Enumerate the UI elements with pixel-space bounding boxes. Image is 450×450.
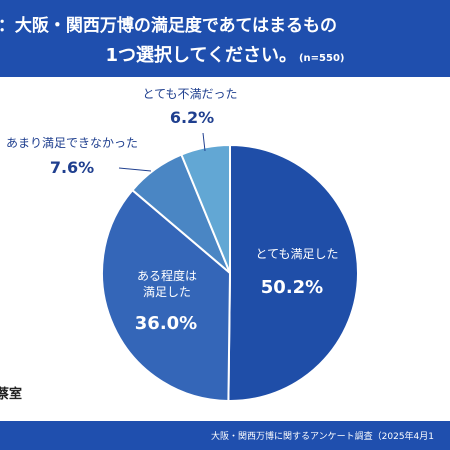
question-title: 1：大阪・関西万博の満足度であてはまるもの — [0, 16, 337, 36]
sample-size: (n=550) — [298, 53, 345, 64]
header-banner: 1：大阪・関西万博の満足度であてはまるもの 1つ選択してください。 (n=550) — [0, 0, 450, 77]
pie-slice-2 — [101, 188, 232, 403]
slice-value-label: 6.2% — [170, 108, 214, 127]
leader-line — [202, 132, 206, 152]
footer-source: 大阪・関西万博に関するアンケート調査（2025年4月1 — [211, 432, 434, 442]
leader-line — [118, 167, 152, 172]
source-credit: 蔡室 — [0, 387, 23, 402]
pie-slices — [101, 143, 359, 403]
slice-category-label: とても不満だった — [142, 87, 237, 101]
slice-category-label: あまり満足できなかった — [6, 136, 138, 150]
slice-value-label: 50.2% — [261, 277, 323, 298]
slice-value-label: 36.0% — [135, 313, 197, 334]
slice-category-label: 満足した — [143, 285, 191, 299]
slice-category-label: とても満足した — [255, 247, 338, 261]
footer-banner: 大阪・関西万博に関するアンケート調査（2025年4月1 — [0, 421, 450, 450]
pie-slice-1 — [227, 143, 359, 402]
question-instruction: 1つ選択してください。 — [105, 45, 297, 66]
slice-value-label: 7.6% — [50, 158, 94, 177]
question-subtitle: 1つ選択してください。 (n=550) — [0, 41, 450, 67]
leader-lines — [118, 132, 206, 172]
pie-slice-4 — [180, 143, 231, 274]
slice-category-label: ある程度は — [137, 268, 197, 283]
